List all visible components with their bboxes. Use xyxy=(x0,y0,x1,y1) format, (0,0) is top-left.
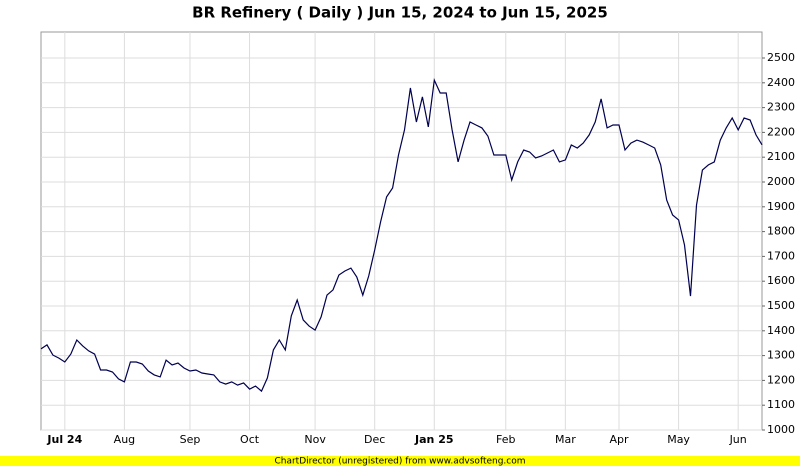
chart-title: BR Refinery ( Daily ) Jun 15, 2024 to Ju… xyxy=(192,4,608,22)
y-tick-label: 1400 xyxy=(767,324,795,337)
footer-bar xyxy=(0,456,800,466)
plot-area xyxy=(40,31,763,431)
x-tick-label: Jan 25 xyxy=(414,433,453,446)
price-line xyxy=(40,77,763,393)
x-tick-label: Feb xyxy=(496,433,515,446)
x-tick-label: Jul 24 xyxy=(46,433,82,446)
x-tick-label: Nov xyxy=(304,433,326,446)
x-tick-label: Aug xyxy=(114,433,135,446)
x-tick-label: Dec xyxy=(364,433,385,446)
y-tick-label: 1300 xyxy=(767,349,795,362)
y-tick-label: 2300 xyxy=(767,101,795,114)
y-tick-label: 2100 xyxy=(767,150,795,163)
footer: ChartDirector (unregistered) from www.ad… xyxy=(274,457,525,466)
y-tick-label: 1000 xyxy=(767,423,795,436)
x-tick-label: Apr xyxy=(609,433,629,446)
y-tick-label: 2500 xyxy=(767,51,795,64)
y-tick-label: 1500 xyxy=(767,299,795,312)
x-tick-label: Sep xyxy=(180,433,201,446)
y-tick-label: 2400 xyxy=(767,76,795,89)
y-tick-label: 1800 xyxy=(767,225,795,238)
x-tick-label: May xyxy=(667,433,690,446)
y-tick-label: 1900 xyxy=(767,200,795,213)
y-tick-label: 1700 xyxy=(767,249,795,262)
y-tick-label: 2200 xyxy=(767,125,795,138)
y-tick-label: 2000 xyxy=(767,175,795,188)
x-tick-label: Jun xyxy=(729,433,747,446)
y-tick-label: 1600 xyxy=(767,274,795,287)
y-tick-label: 1100 xyxy=(767,398,795,411)
y-tick-label: 1200 xyxy=(767,373,795,386)
x-tick-label: Mar xyxy=(555,433,576,446)
x-tick-label: Oct xyxy=(240,433,260,446)
